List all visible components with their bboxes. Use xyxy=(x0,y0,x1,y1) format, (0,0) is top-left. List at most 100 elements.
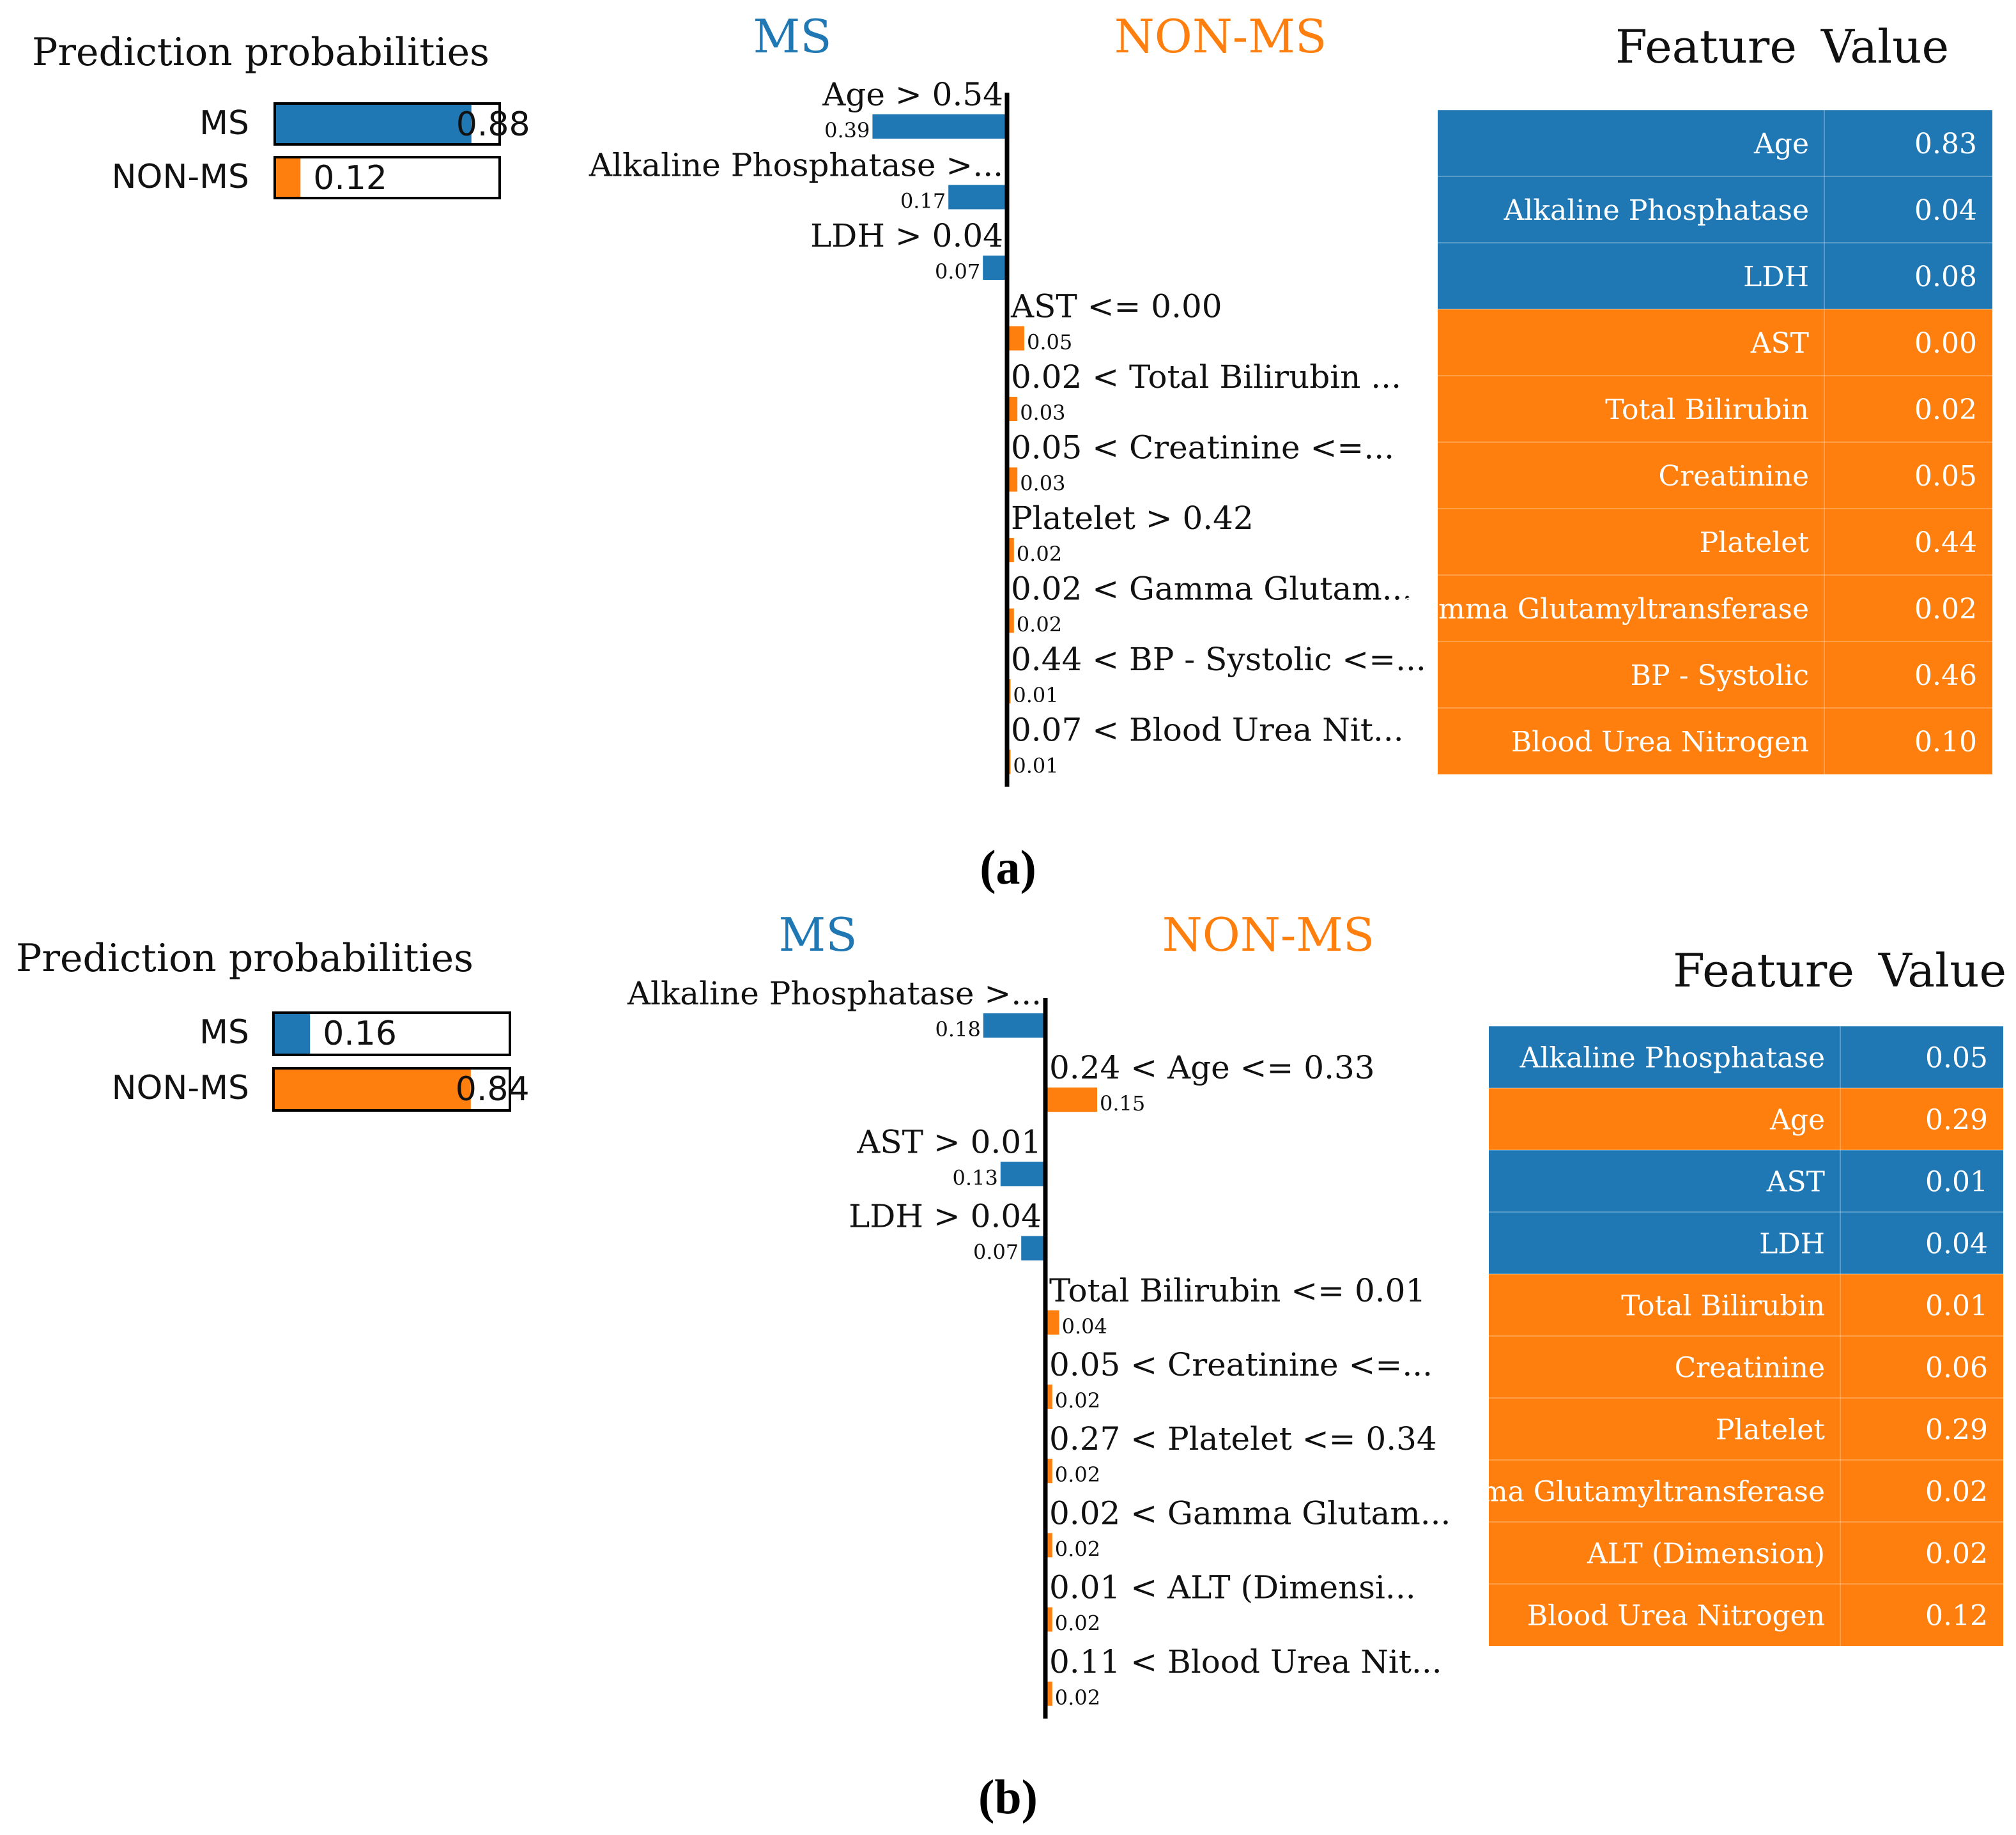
table-value-cell: 0.10 xyxy=(1914,726,1977,758)
table-row-background xyxy=(1489,1088,2003,1150)
feature-rule-label: 0.01 < ALT (Dimensi... xyxy=(1049,1569,1416,1606)
contribution-value-label: 0.03 xyxy=(1020,401,1065,425)
contribution-value-label: 0.01 xyxy=(1013,683,1058,707)
table-row-background xyxy=(1438,243,1992,309)
table-feature-cell: Age xyxy=(1769,1104,1825,1137)
table-value-cell: 0.44 xyxy=(1914,526,1977,559)
table-row-background xyxy=(1438,309,1992,376)
table-feature-cell: AST xyxy=(1766,1166,1825,1199)
probability-bar-fill xyxy=(276,105,472,143)
feature-rule-label: 0.02 < Total Bilirubin ... xyxy=(1011,358,1401,395)
probability-class-label: MS xyxy=(199,1013,249,1052)
contribution-bar xyxy=(1007,467,1018,492)
probability-bar-frame xyxy=(273,156,501,199)
contribution-bar xyxy=(1007,538,1014,562)
table-value-cell: 0.29 xyxy=(1925,1414,1988,1447)
contribution-value-label: 0.02 xyxy=(1055,1388,1100,1413)
table-feature-cell: LDH xyxy=(1743,261,1809,293)
table-feature-cell: ALT (Dimension) xyxy=(1587,1538,1825,1570)
feature-rule-label: 0.11 < Blood Urea Nit... xyxy=(1049,1643,1442,1680)
table-row-background xyxy=(1489,1336,2003,1398)
feature-rule-label: AST <= 0.00 xyxy=(1010,288,1222,325)
contribution-value-label: 0.18 xyxy=(935,1017,981,1041)
panel-b-chart: Prediction probabilities MS 0.16 NON-MS 0.84… xyxy=(16,908,2006,1719)
panel-a-caption: (a) xyxy=(980,841,1036,894)
probability-class-label: NON-MS xyxy=(112,1069,249,1107)
class-header-ms: MS xyxy=(778,908,857,962)
feature-rule-label: Age > 0.54 xyxy=(822,76,1003,113)
contribution-value-label: 0.13 xyxy=(953,1165,998,1190)
table-feature-cell: Blood Urea Nitrogen xyxy=(1511,726,1809,758)
table-value-cell: 0.01 xyxy=(1925,1166,1988,1199)
probability-bar-fill xyxy=(275,1014,311,1054)
table-value-cell: 0.06 xyxy=(1925,1352,1988,1385)
contribution-bar xyxy=(872,114,1007,139)
table-feature-cell: AST xyxy=(1750,327,1809,360)
feature-rule-label: Platelet > 0.42 xyxy=(1011,500,1254,537)
table-value-cell: 0.05 xyxy=(1914,460,1977,493)
table-row-background xyxy=(1489,1398,2003,1460)
table-header-feature: Feature xyxy=(1615,20,1797,73)
contribution-value-label: 0.02 xyxy=(1055,1685,1100,1710)
contribution-value-label: 0.02 xyxy=(1055,1537,1100,1561)
table-feature-cell: LDH xyxy=(1759,1228,1825,1261)
contribution-bar xyxy=(983,256,1007,280)
panel-a-chart: Prediction probabilities MS 0.88 NON-MS 0.12… xyxy=(32,10,1992,787)
class-header-non-ms: NON-MS xyxy=(1162,908,1374,962)
feature-rule-label: Total Bilirubin <= 0.01 xyxy=(1049,1272,1426,1309)
table-row-background xyxy=(1438,376,1992,442)
table-header-value: Value xyxy=(1820,20,1949,73)
contribution-bar xyxy=(1045,1459,1052,1484)
feature-rule-label: Alkaline Phosphatase >... xyxy=(589,147,1003,184)
table-row-background xyxy=(1438,176,1992,243)
contribution-value-label: 0.02 xyxy=(1055,1463,1100,1487)
table-feature-cell: Platelet xyxy=(1700,526,1810,559)
contribution-bar xyxy=(1045,1607,1052,1632)
feature-rule-label: 0.44 < BP - Systolic <=... xyxy=(1011,641,1426,678)
contribution-bar xyxy=(983,1013,1045,1038)
contribution-value-label: 0.02 xyxy=(1017,613,1062,637)
table-feature-cell: Creatinine xyxy=(1658,460,1809,493)
table-feature-cell: Creatinine xyxy=(1674,1352,1825,1385)
contribution-bar xyxy=(1007,397,1018,421)
table-feature-cell: Gamma Glutamyltransferase xyxy=(1415,1476,1825,1509)
contribution-bar xyxy=(1045,1681,1052,1706)
table-value-cell: 0.04 xyxy=(1914,194,1977,227)
probability-bar-fill xyxy=(276,158,301,197)
table-value-cell: 0.02 xyxy=(1914,593,1977,626)
contribution-bar xyxy=(1045,1087,1097,1112)
contribution-value-label: 0.02 xyxy=(1017,542,1062,566)
table-value-cell: 0.01 xyxy=(1925,1290,1988,1323)
table-row-background xyxy=(1438,641,1992,708)
feature-rule-label: Alkaline Phosphatase >... xyxy=(627,975,1042,1012)
probability-value-label: 0.16 xyxy=(323,1015,397,1053)
table-value-cell: 0.12 xyxy=(1925,1600,1988,1632)
table-value-cell: 0.02 xyxy=(1925,1538,1988,1570)
table-row-background xyxy=(1438,708,1992,774)
contribution-bar xyxy=(1007,608,1014,633)
probability-bar-fill xyxy=(275,1070,471,1109)
prediction-probabilities-title: Prediction probabilities xyxy=(16,936,473,981)
class-header-ms: MS xyxy=(753,10,831,63)
feature-rule-label: LDH > 0.04 xyxy=(810,217,1003,254)
feature-rule-label: 0.02 < Gamma Glutam... xyxy=(1049,1494,1450,1532)
contribution-bar xyxy=(1000,1162,1045,1186)
table-value-cell: 0.00 xyxy=(1914,327,1977,360)
contribution-value-label: 0.01 xyxy=(1013,754,1058,778)
table-value-cell: 0.04 xyxy=(1925,1228,1988,1261)
table-feature-cell: Alkaline Phosphatase xyxy=(1503,194,1809,227)
table-row-background xyxy=(1489,1460,2003,1522)
table-feature-cell: Gamma Glutamyltransferase xyxy=(1399,593,1809,626)
table-value-cell: 0.29 xyxy=(1925,1104,1988,1137)
feature-rule-label: 0.24 < Age <= 0.33 xyxy=(1049,1049,1375,1086)
contribution-bar xyxy=(948,185,1007,210)
probability-value-label: 0.88 xyxy=(456,105,530,144)
contribution-bar xyxy=(1007,326,1024,351)
table-value-cell: 0.02 xyxy=(1925,1476,1988,1509)
feature-rule-label: AST > 0.01 xyxy=(856,1123,1042,1160)
contribution-bar xyxy=(1045,1533,1052,1558)
table-feature-cell: Total Bilirubin xyxy=(1621,1290,1825,1323)
table-row-background xyxy=(1489,1212,2003,1274)
table-feature-cell: Alkaline Phosphatase xyxy=(1519,1042,1825,1075)
